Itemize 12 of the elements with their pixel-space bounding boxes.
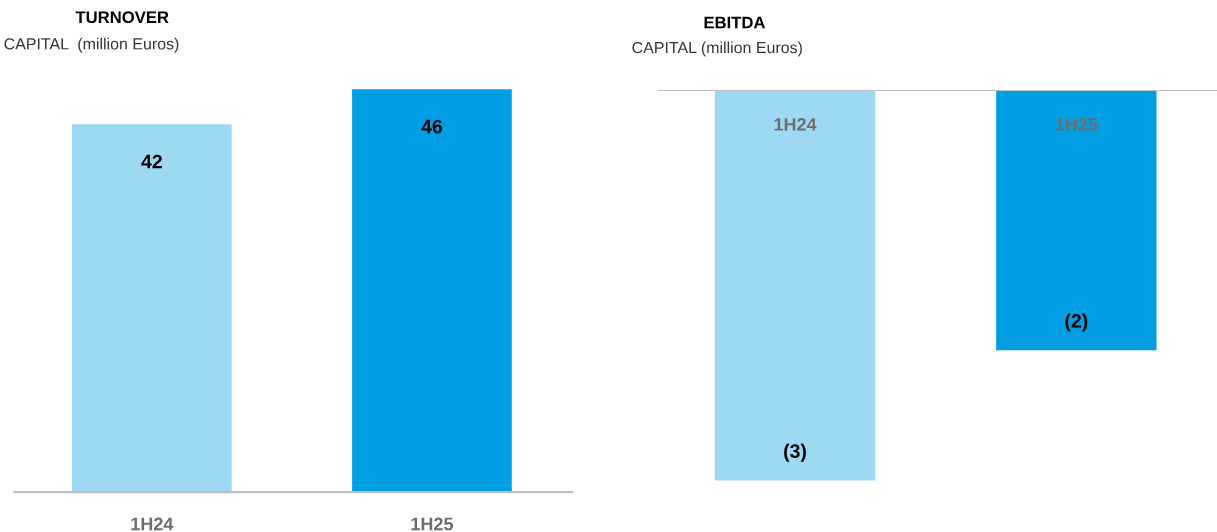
x-tick-label: 1H25	[1055, 118, 1098, 131]
data-label: (3)	[784, 443, 806, 462]
x-tick-label: 1H24	[774, 118, 817, 131]
chart-subtitle: CAPITAL (million Euros)	[632, 41, 802, 57]
data-label: 46	[421, 119, 443, 134]
data-label: (2)	[1065, 313, 1088, 332]
chart-title: TURNOVER	[75, 11, 169, 24]
chart-subtitle: CAPITAL (million Euros)	[4, 37, 179, 53]
data-label: 42	[141, 154, 162, 169]
x-tick-label: 1H25	[411, 517, 454, 531]
chart-title: EBITDA	[704, 16, 766, 29]
x-tick-label: 1H24	[131, 517, 174, 531]
